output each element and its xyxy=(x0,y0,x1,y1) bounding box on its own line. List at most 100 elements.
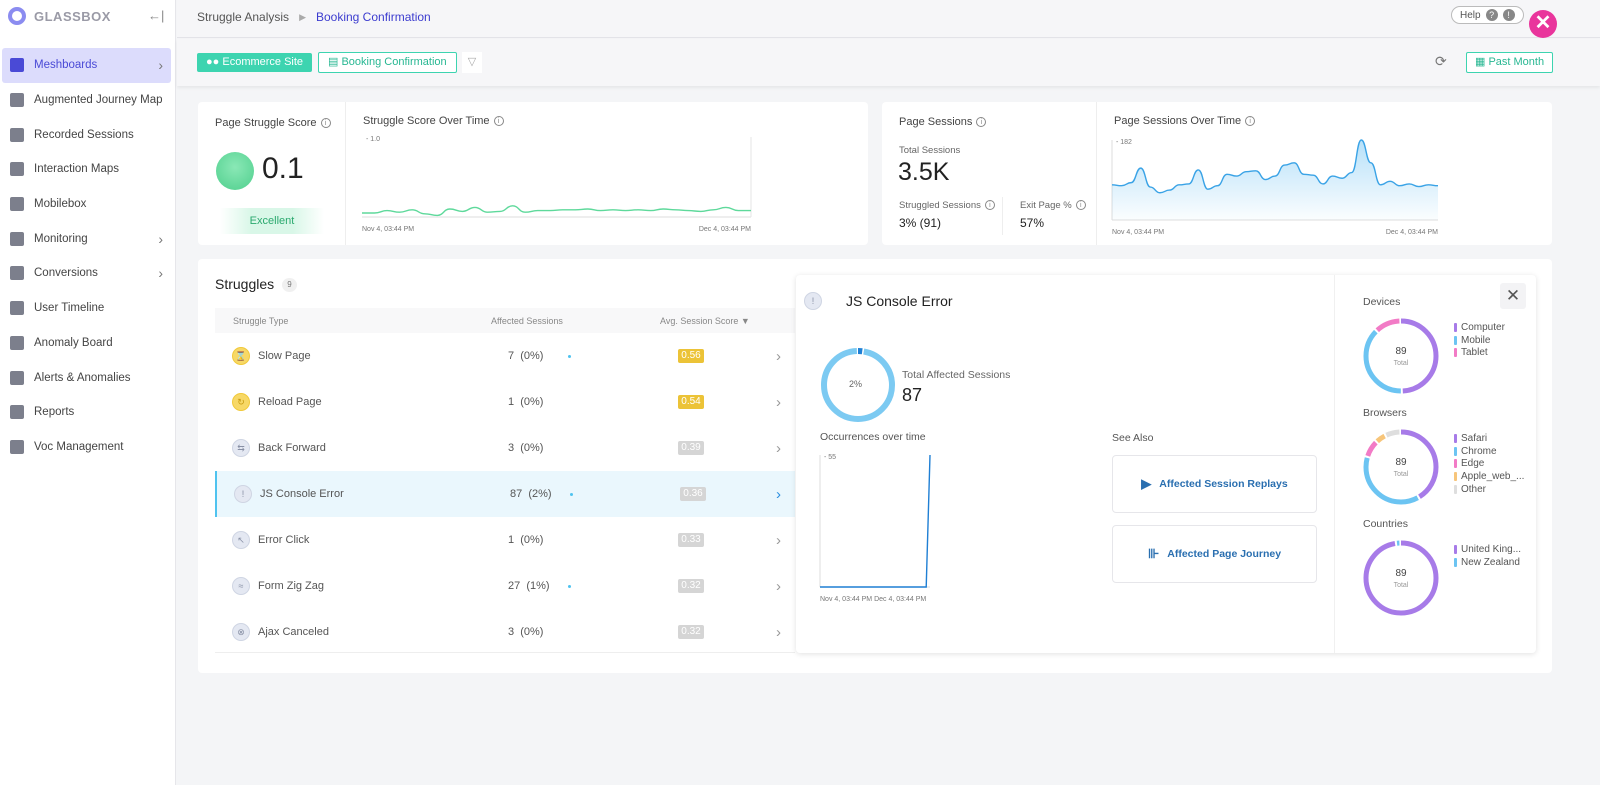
score-badge: 0.54 xyxy=(678,395,704,409)
donut-title: Countries xyxy=(1363,518,1408,530)
sidebar-item-mobilebox[interactable]: Mobilebox xyxy=(2,187,171,222)
donut-browsers: Browsers 89 Total Safari Chrome Edge Apple_… xyxy=(1362,404,1532,514)
error-click-icon: ↖ xyxy=(232,531,250,549)
info-icon[interactable]: i xyxy=(493,116,504,127)
donut-segment-chrome[interactable] xyxy=(1363,429,1439,505)
sidebar-item-alerts-anomalies[interactable]: Alerts & Anomalies xyxy=(2,360,171,395)
sidebar-item-user-timeline[interactable]: User Timeline xyxy=(2,291,171,326)
divider xyxy=(215,652,795,653)
sidebar-item-augmented-journey-map[interactable]: Augmented Journey Map xyxy=(2,83,171,118)
column-affected-sessions[interactable]: Affected Sessions xyxy=(491,316,563,326)
donut-segment-united-king-[interactable] xyxy=(1363,540,1439,616)
info-icon[interactable]: i xyxy=(984,200,995,211)
info-icon[interactable]: i xyxy=(320,118,331,129)
ring-remaining xyxy=(821,348,895,422)
funnel-icon xyxy=(10,266,24,281)
rating-badge: Excellent xyxy=(220,208,324,234)
chevron-right-icon[interactable]: › xyxy=(776,531,781,549)
filter-button[interactable]: ▽ xyxy=(462,52,482,73)
legend-swatch xyxy=(1454,335,1457,345)
column-avg-session-score[interactable]: Avg. Session Score ▼ xyxy=(660,316,750,326)
table-row[interactable]: ⇆ Back Forward 3 (0%) 0.39 › xyxy=(215,425,795,471)
score-badge: 0.32 xyxy=(678,579,704,593)
legend-swatch xyxy=(1454,459,1457,469)
donut-total-label: Total xyxy=(1393,471,1409,478)
sidebar-item-label: Alerts & Anomalies xyxy=(34,371,131,384)
table-row[interactable]: ≈ Form Zig Zag 27 (1%) 0.32 › xyxy=(215,563,795,609)
sidebar-item-label: Recorded Sessions xyxy=(34,128,134,141)
donut-segment-safari[interactable] xyxy=(1363,429,1439,505)
info-icon[interactable]: i xyxy=(976,117,987,128)
affected-label: Total Affected Sessions xyxy=(902,369,1011,381)
area-fill xyxy=(1112,140,1438,220)
table-header: Struggle Type Affected Sessions Avg. Ses… xyxy=(215,308,795,333)
affected-session-replays-link[interactable]: ▶ Affected Session Replays xyxy=(1112,455,1317,513)
site-selector[interactable]: ●● Ecommerce Site xyxy=(197,53,313,72)
breadcrumb: Struggle Analysis ▶ Booking Confirmation xyxy=(197,10,431,24)
y-max-label: - 1.0 xyxy=(366,136,380,143)
chevron-right-icon[interactable]: › xyxy=(776,393,781,411)
chevron-right-icon[interactable]: › xyxy=(776,485,781,503)
info-icon[interactable]: i xyxy=(1075,200,1086,211)
refresh-button[interactable]: ⟳ xyxy=(1435,53,1447,70)
donut-chart xyxy=(1363,318,1439,394)
donut-chart xyxy=(1363,540,1439,616)
column-struggle-type[interactable]: Struggle Type xyxy=(233,316,289,326)
chevron-right-icon[interactable]: › xyxy=(776,577,781,595)
collapse-sidebar-button[interactable]: ←| xyxy=(148,8,165,23)
page-selector[interactable]: ▤ Booking Confirmation xyxy=(318,52,457,73)
breadcrumb-current: Booking Confirmation xyxy=(315,10,431,24)
divider xyxy=(1096,102,1097,245)
sidebar-item-conversions[interactable]: Conversions › xyxy=(2,256,171,291)
legend-swatch xyxy=(1454,446,1457,456)
page-sessions-card: Page Sessions i Total Sessions 3.5K Strug… xyxy=(882,102,1552,245)
donut-total: 89 xyxy=(1395,568,1407,579)
legend-item: Chrome xyxy=(1454,445,1524,458)
donut-segment-mobile[interactable] xyxy=(1363,318,1439,394)
sidebar-item-voc-management[interactable]: Voc Management xyxy=(2,430,171,465)
donut-title: Devices xyxy=(1363,296,1401,308)
table-row[interactable]: ↻ Reload Page 1 (0%) 0.54 › xyxy=(215,379,795,425)
sidebar-item-anomaly-board[interactable]: Anomaly Board xyxy=(2,326,171,361)
reload-icon: ↻ xyxy=(232,393,250,411)
chevron-right-icon[interactable]: › xyxy=(776,439,781,457)
table-row[interactable]: ! JS Console Error 87 (2%) 0.36 › xyxy=(215,471,795,517)
legend-swatch xyxy=(1454,544,1457,554)
session-replay-icon: ▶ xyxy=(1141,476,1152,491)
report-icon xyxy=(10,405,24,420)
breadcrumb-parent[interactable]: Struggle Analysis xyxy=(197,10,290,24)
sidebar-item-recorded-sessions[interactable]: Recorded Sessions xyxy=(2,117,171,152)
logo[interactable]: GLASSBOX xyxy=(8,7,111,25)
legend-item: Safari xyxy=(1454,432,1524,445)
back-forward-icon: ⇆ xyxy=(232,439,250,457)
sidebar: GLASSBOX ←| Meshboards › Augmented Journey… xyxy=(0,0,176,785)
legend-swatch xyxy=(1454,557,1457,567)
legend-swatch xyxy=(1454,348,1457,358)
sidebar-item-interaction-maps[interactable]: Interaction Maps xyxy=(2,152,171,187)
chevron-right-icon[interactable]: › xyxy=(776,347,781,365)
sessions-bar xyxy=(570,492,573,496)
table-row[interactable]: ⌛ Slow Page 7 (0%) 0.56 › xyxy=(215,333,795,379)
table-row[interactable]: ↖ Error Click 1 (0%) 0.33 › xyxy=(215,517,795,563)
chevron-right-icon[interactable]: › xyxy=(776,623,781,641)
struggle-name: Form Zig Zag xyxy=(258,580,325,592)
notification-icon[interactable]: ! xyxy=(1502,9,1515,21)
error-icon: ! xyxy=(804,292,822,310)
affected-ring-chart xyxy=(821,348,895,422)
date-range-selector[interactable]: ▦ Past Month xyxy=(1466,52,1554,73)
sessions-over-time-title: Page Sessions Over Time i xyxy=(1114,115,1256,127)
struggle-name: Back Forward xyxy=(258,442,326,454)
help-button[interactable]: Help?! xyxy=(1451,6,1524,24)
affected-sessions: 27 (1%) xyxy=(508,580,550,592)
donut-segment-computer[interactable] xyxy=(1363,318,1439,394)
close-panel-button[interactable]: ✕ xyxy=(1500,283,1526,309)
info-icon[interactable]: i xyxy=(1245,116,1256,127)
sidebar-item-reports[interactable]: Reports xyxy=(2,395,171,430)
sidebar-item-monitoring[interactable]: Monitoring › xyxy=(2,221,171,256)
anomaly-icon xyxy=(10,335,24,350)
sidebar-item-label: Meshboards xyxy=(34,59,98,72)
sidebar-item-meshboards[interactable]: Meshboards › xyxy=(2,48,171,83)
table-row[interactable]: ⊗ Ajax Canceled 3 (0%) 0.32 › xyxy=(215,609,795,655)
affected-page-journey-link[interactable]: ⊪ Affected Page Journey xyxy=(1112,525,1317,583)
close-overlay-button[interactable]: ✕ xyxy=(1529,10,1557,38)
